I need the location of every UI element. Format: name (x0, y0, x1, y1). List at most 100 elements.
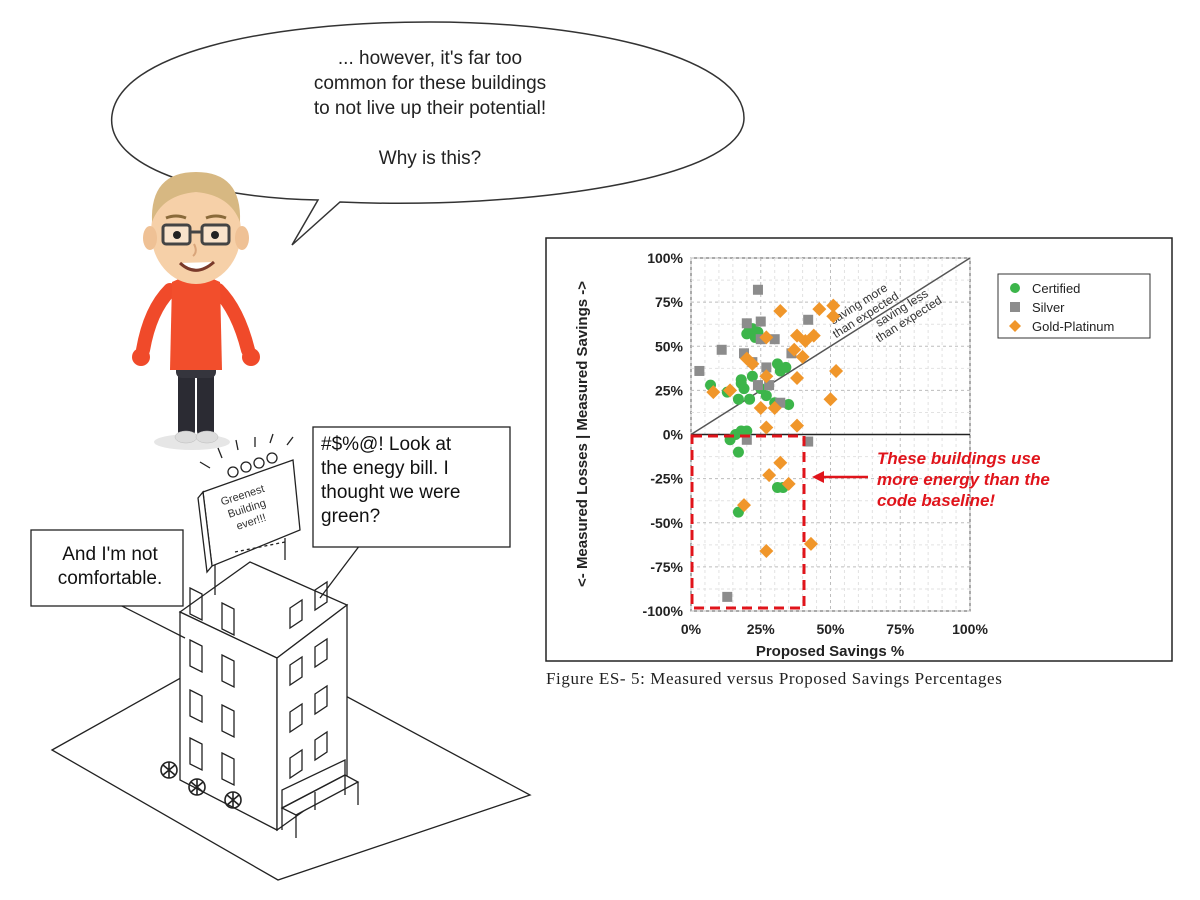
parity-line (690, 257, 971, 436)
point-certified (732, 506, 744, 518)
speech-bubble (111, 21, 745, 246)
x-axis-label: Proposed Savings % (756, 643, 904, 660)
complaint-box-left: And I'm not comfortable. (40, 543, 180, 591)
x-tick-label: 100% (952, 621, 988, 637)
point-gold-platinum (803, 536, 818, 551)
point-silver (752, 284, 763, 295)
point-silver (761, 362, 772, 373)
x-tick-label: 0% (681, 621, 702, 637)
x-tick-label: 50% (816, 621, 845, 637)
complaint-right-line-1: #$%@! Look at (321, 434, 452, 455)
point-gold-platinum (812, 302, 827, 317)
point-silver (741, 434, 752, 445)
point-silver (716, 344, 727, 355)
complaint-right-line-2: the enegy bill. I (321, 458, 449, 479)
point-gold-platinum (759, 420, 774, 435)
point-gold-platinum (787, 342, 802, 357)
point-silver (755, 316, 766, 327)
point-gold-platinum (723, 383, 738, 398)
point-gold-platinum (762, 468, 777, 483)
y-tick-labels: 100% 75% 50% 25% 0% -25% -50% -75% -100% (643, 250, 684, 619)
legend-silver-marker (1010, 302, 1020, 312)
y-tick-label: 0% (663, 427, 684, 443)
y-tick-label: 100% (647, 250, 683, 266)
point-gold-platinum (759, 330, 774, 345)
y-tick-label: -25% (650, 471, 683, 487)
front-windows (189, 586, 235, 787)
point-silver (741, 318, 752, 329)
point-silver (803, 314, 814, 325)
point-gold-platinum (823, 392, 838, 407)
point-silver (803, 436, 814, 447)
y-tick-label: -100% (643, 603, 684, 619)
roof-sign (197, 433, 301, 595)
point-certified (780, 361, 792, 373)
legend-frame (997, 273, 1151, 339)
data-points (694, 284, 844, 602)
point-gold-platinum (790, 418, 805, 433)
point-silver (764, 380, 775, 391)
bench (280, 758, 360, 838)
losses-region (690, 434, 806, 610)
point-certified (744, 393, 756, 405)
side-windows (289, 580, 328, 780)
speech-line-4 (250, 121, 610, 146)
point-silver (775, 397, 786, 408)
legend-gold-platinum-label: Gold-Platinum (1032, 319, 1114, 334)
speech-line-3: to not live up their potential! (313, 98, 547, 119)
point-gold-platinum (706, 385, 721, 400)
y-tick-label: -75% (650, 559, 683, 575)
point-certified (760, 390, 772, 402)
point-certified (735, 374, 747, 386)
legend-silver-label: Silver (1032, 300, 1065, 315)
y-tick-label: -50% (650, 515, 683, 531)
point-silver (739, 348, 750, 359)
speech-line-2: common for these buildings (313, 73, 547, 94)
point-certified (741, 425, 753, 437)
point-gold-platinum (737, 498, 752, 513)
x-tick-label: 75% (886, 621, 915, 637)
chart-callout: These buildings use more energy than the… (877, 448, 1147, 511)
speech-bubble-text: ... however, it's far too common for the… (250, 46, 610, 171)
mii-character (132, 172, 260, 450)
point-certified (732, 446, 744, 458)
point-certified (732, 393, 744, 405)
speech-line-1: ... however, it's far too (337, 48, 523, 69)
point-gold-platinum (759, 369, 774, 384)
callout-line-3: code baseline! (877, 491, 996, 510)
y-axis-label: <- Measured Losses | Measured Savings -> (574, 281, 591, 587)
point-gold-platinum (790, 371, 805, 386)
point-gold-platinum (806, 328, 821, 343)
point-gold-platinum (745, 356, 760, 371)
callout-arrowhead (812, 471, 824, 483)
complaint-box-left-frame (30, 529, 184, 607)
complaint-box-right: #$%@! Look at the enegy bill. I thought … (321, 433, 507, 529)
point-certified (746, 370, 758, 382)
legend-gold-platinum-marker (1009, 320, 1021, 332)
point-silver (755, 334, 766, 345)
point-gold-platinum (795, 349, 810, 364)
callout-line-1: These buildings use (877, 449, 1041, 468)
point-silver (769, 334, 780, 345)
y-tick-label: 50% (655, 338, 684, 354)
callout-line-2: more energy than the (877, 470, 1050, 489)
point-gold-platinum (826, 309, 841, 324)
complaint-left-line-2: comfortable. (57, 568, 163, 589)
point-silver (722, 591, 733, 602)
point-gold-platinum (773, 455, 788, 470)
figure-caption: Figure ES- 5: Measured versus Proposed S… (546, 669, 1003, 688)
point-certified (783, 398, 795, 410)
point-gold-platinum (829, 363, 844, 378)
complaint-left-line-1: And I'm not (62, 544, 158, 565)
complaint-right-line-4: green? (321, 506, 381, 527)
legend-certified-label: Certified (1032, 281, 1080, 296)
x-tick-labels: 0% 25% 50% 75% 100% (681, 621, 989, 637)
y-tick-label: 75% (655, 294, 684, 310)
building-illustration (50, 433, 532, 881)
y-tick-label: 25% (655, 382, 684, 398)
complaint-right-line-3: thought we were (321, 482, 461, 503)
legend-certified-marker (1010, 283, 1020, 293)
legend: Certified Silver Gold-Platinum (997, 273, 1151, 339)
